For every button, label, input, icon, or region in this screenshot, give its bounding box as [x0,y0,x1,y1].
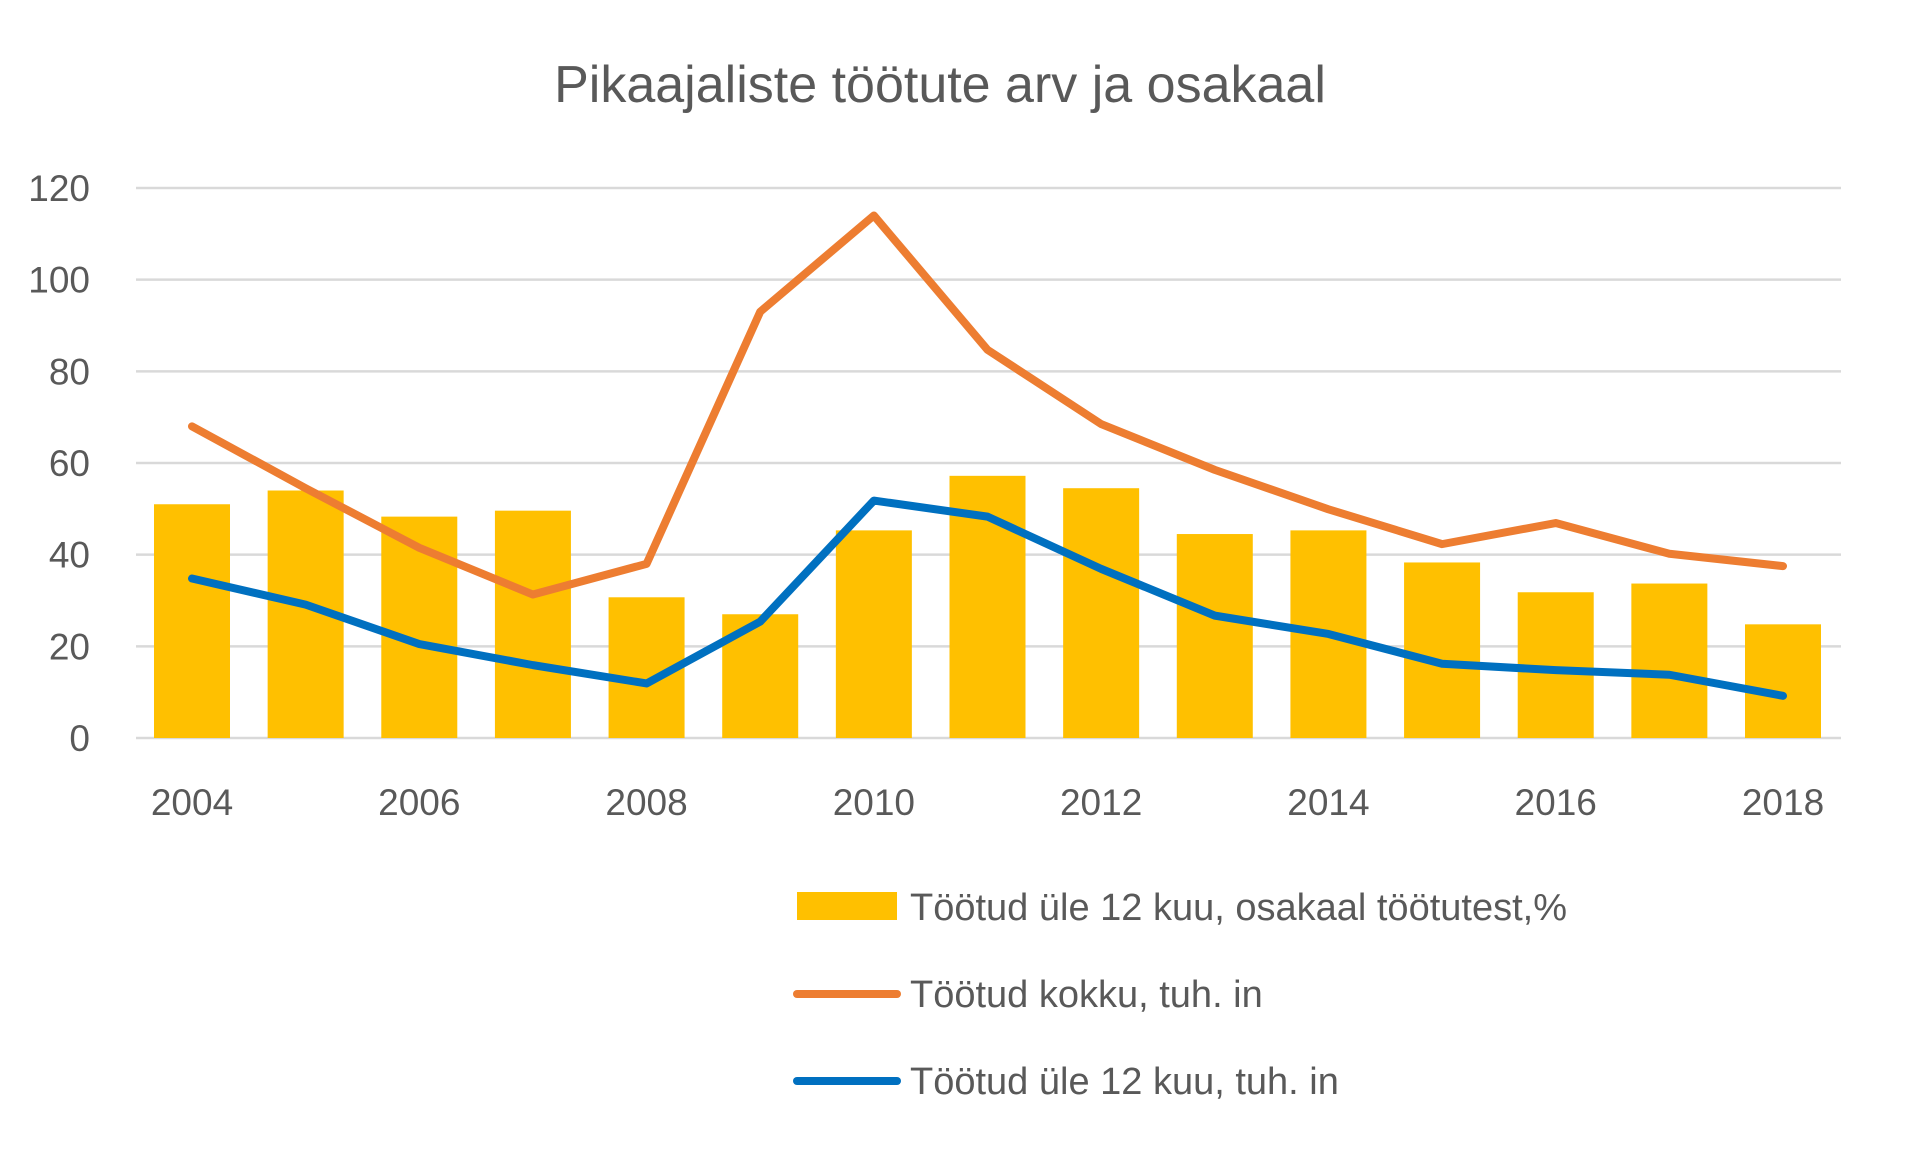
line-series [188,211,1787,700]
y-axis-ticks: 0 20 40 60 80 100 120 [28,168,90,759]
x-axis-ticks: 2004 2006 2008 2010 2012 2014 2016 2018 [151,782,1824,823]
bar [835,530,912,738]
x-tick-label: 2008 [605,782,687,823]
y-tick-label: 0 [69,718,90,759]
bar [154,504,230,738]
series-line [188,211,1787,599]
legend-swatch [797,892,897,920]
chart-title: Pikaajaliste töötute arv ja osakaal [554,56,1326,114]
legend-label: Töötud üle 12 kuu, tuh. in [910,1061,1339,1103]
x-tick-label: 2010 [833,782,915,823]
x-tick-label: 2012 [1060,782,1142,823]
bar [381,516,458,738]
y-tick-label: 100 [28,260,90,301]
legend-label: Töötud kokku, tuh. in [910,974,1263,1016]
x-tick-label: 2016 [1515,782,1597,823]
bar [1404,562,1481,738]
y-tick-label: 120 [28,168,90,209]
y-tick-label: 80 [49,351,90,392]
legend-label: Töötud üle 12 kuu, osakaal töötutest,% [910,887,1567,929]
bar [1745,624,1821,738]
x-tick-label: 2018 [1742,782,1824,823]
x-tick-label: 2006 [378,782,460,823]
y-tick-label: 20 [49,626,90,667]
y-tick-label: 60 [49,443,90,484]
bar [1631,583,1708,738]
bar [1063,488,1140,738]
x-tick-label: 2004 [151,782,233,823]
bar [494,510,571,738]
series-line [188,496,1787,700]
x-tick-label: 2014 [1287,782,1369,823]
y-tick-label: 40 [49,535,90,576]
bar [1176,534,1253,738]
legend: Töötud üle 12 kuu, osakaal töötutest,% Tö… [793,887,1567,1103]
